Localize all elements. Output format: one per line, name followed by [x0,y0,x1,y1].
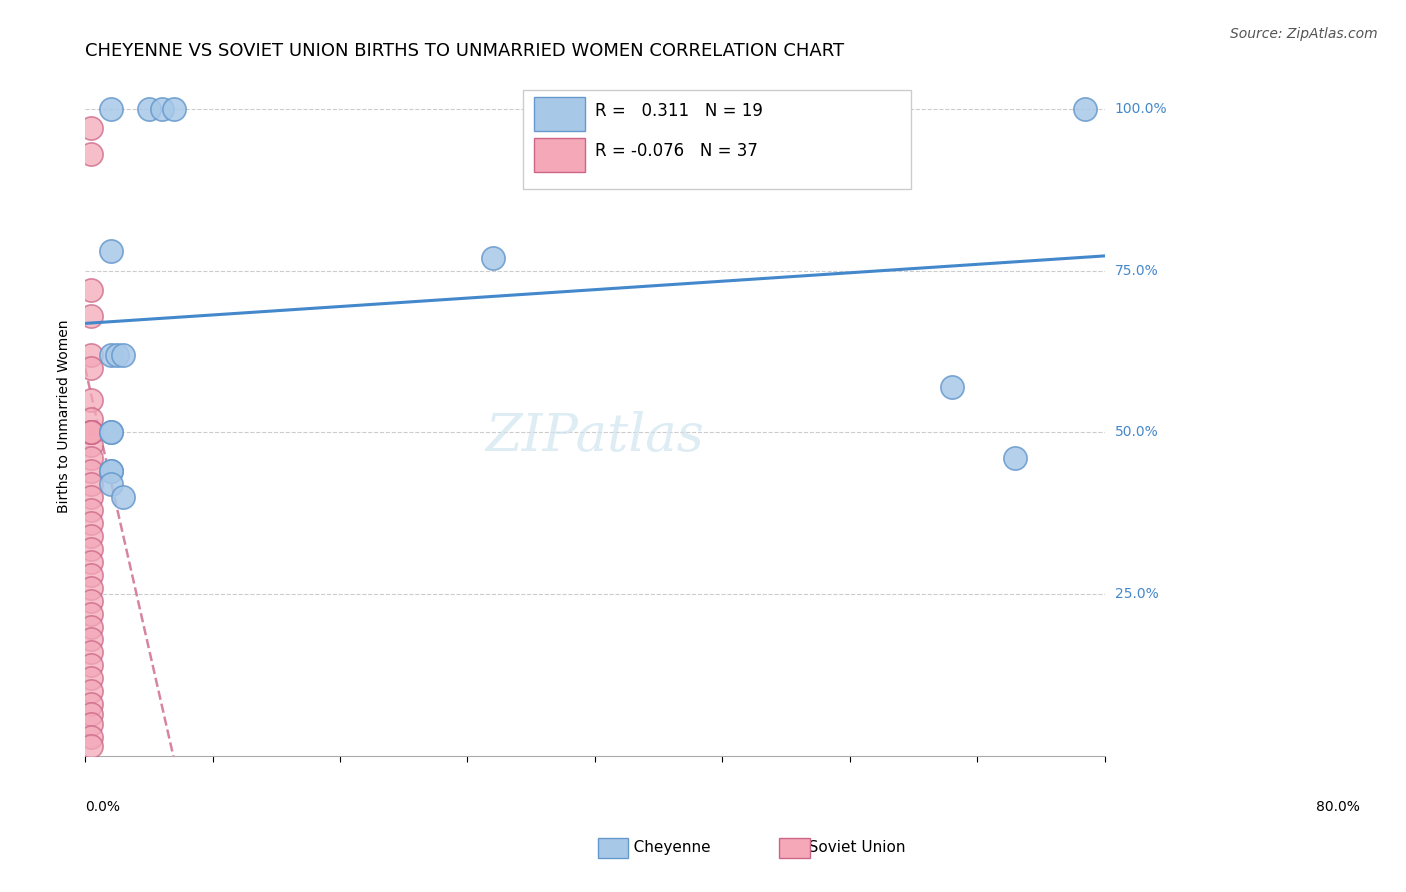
Point [80,739,103,754]
Text: Cheyenne: Cheyenne [619,840,710,855]
Point [100,425,122,440]
Point [105,348,128,362]
Point [80,607,103,621]
Point [80,348,103,362]
Point [80,503,103,517]
Point [80,425,103,440]
Point [80,706,103,721]
Point [80,684,103,698]
Point [80,697,103,711]
Point [138,102,160,116]
Point [80,541,103,556]
Point [80,147,103,161]
Point [80,567,103,582]
Point [150,102,173,116]
Point [1004,451,1026,466]
Text: 0.0%: 0.0% [86,800,120,814]
Point [80,412,103,426]
Point [482,251,505,265]
Point [80,619,103,633]
Text: 50.0%: 50.0% [1115,425,1159,440]
Point [112,348,135,362]
Y-axis label: Births to Unmarried Women: Births to Unmarried Women [58,319,72,513]
Point [609,102,631,116]
Text: R = -0.076   N = 37: R = -0.076 N = 37 [595,143,758,161]
Text: 100.0%: 100.0% [1115,102,1167,116]
Point [100,102,122,116]
Point [112,490,135,504]
Point [100,477,122,491]
Text: 75.0%: 75.0% [1115,264,1159,277]
Point [80,632,103,647]
Point [80,645,103,659]
Point [80,451,103,466]
Point [80,593,103,607]
Point [100,464,122,478]
Point [80,121,103,136]
Point [1074,102,1097,116]
Text: 80.0%: 80.0% [1316,800,1360,814]
Text: 25.0%: 25.0% [1115,587,1159,601]
Point [80,730,103,744]
FancyBboxPatch shape [534,97,585,131]
Text: ZIPatlas: ZIPatlas [485,411,704,462]
Point [80,464,103,478]
Point [80,658,103,673]
Point [100,244,122,259]
Point [80,490,103,504]
Point [941,380,963,394]
Text: Soviet Union: Soviet Union [794,840,905,855]
Point [163,102,186,116]
FancyBboxPatch shape [534,137,585,171]
Point [80,425,103,440]
Point [80,477,103,491]
Point [80,393,103,408]
Point [80,360,103,375]
Point [80,438,103,452]
Point [80,581,103,595]
Point [80,283,103,297]
Point [80,555,103,569]
Text: Source: ZipAtlas.com: Source: ZipAtlas.com [1230,27,1378,41]
Point [100,425,122,440]
Point [80,671,103,685]
Point [80,516,103,530]
Point [80,309,103,323]
Point [80,425,103,440]
Text: CHEYENNE VS SOVIET UNION BIRTHS TO UNMARRIED WOMEN CORRELATION CHART: CHEYENNE VS SOVIET UNION BIRTHS TO UNMAR… [86,42,844,60]
Point [80,716,103,731]
Point [100,464,122,478]
Point [80,425,103,440]
Text: R =   0.311   N = 19: R = 0.311 N = 19 [595,102,762,120]
FancyBboxPatch shape [523,90,911,189]
Point [80,529,103,543]
Point [100,348,122,362]
